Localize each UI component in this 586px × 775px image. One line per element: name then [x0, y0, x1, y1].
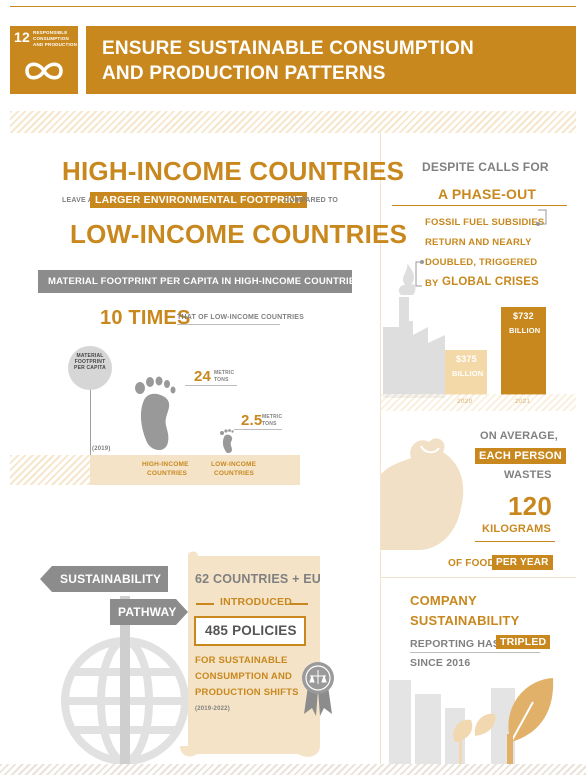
sign-sustainability: SUSTAINABILITY — [40, 566, 168, 592]
goal-number: 12 — [14, 29, 30, 45]
bracket-lines — [415, 209, 547, 287]
footprint-base — [90, 455, 300, 485]
axis-line — [90, 378, 91, 455]
low-leader-line — [234, 429, 282, 430]
sdg-logo: 12 RESPONSIBLE CONSUMPTION AND PRODUCTIO… — [10, 26, 78, 94]
for-line-2: CONSUMPTION AND — [195, 671, 293, 682]
high-unit-2: TONS — [214, 377, 229, 383]
infinity-icon — [25, 62, 63, 80]
subsidies-by: BY — [425, 278, 439, 289]
seal-badge-icon — [302, 662, 334, 716]
that-of-text: THAT OF LOW-INCOME COUNTRIES — [177, 314, 305, 321]
goal-name-2: CONSUMPTION — [33, 36, 69, 41]
sign-sustainability-text: SUSTAINABILITY — [60, 572, 162, 586]
sign-pathway: PATHWAY — [110, 599, 188, 625]
of-food: OF FOOD — [448, 558, 495, 569]
waste-unit: KILOGRAMS — [482, 523, 552, 535]
compared-to-text: COMPARED TO — [284, 197, 339, 204]
large-footprint-icon — [135, 376, 176, 451]
subsidies-line-5: DOUBLED, TRIGGERED — [425, 257, 538, 268]
company-line-3: REPORTING HAS — [410, 638, 501, 650]
subsidy-unit-2020: BILLION — [452, 369, 484, 378]
for-line-3: PRODUCTION SHIFTS — [195, 687, 299, 698]
leave-a-text: LEAVE A — [62, 197, 93, 204]
food-divider — [381, 577, 576, 578]
introduced-line-right — [290, 603, 308, 605]
company-line-1: COMPANY — [410, 593, 477, 608]
material-footprint-bar: MATERIAL FOOTPRINT PER CAPITA IN HIGH-IN… — [38, 270, 374, 293]
high-income-headline: HIGH-INCOME COUNTRIES — [62, 156, 405, 186]
waste-amount: 120 — [508, 491, 552, 521]
high-leader-line — [185, 385, 237, 386]
title-line-1: ENSURE SUSTAINABLE CONSUMPTION — [102, 38, 474, 59]
subsidies-line-2: A PHASE-OUT — [438, 186, 537, 202]
wastes: WASTES — [504, 469, 552, 481]
sign-pathway-text: PATHWAY — [118, 605, 177, 619]
factory-icon — [383, 263, 445, 398]
axis-label-circle: MATERIAL FOOTPRINT PER CAPITA — [68, 346, 112, 390]
subsidies-global-crises: GLOBAL CRISES — [442, 276, 539, 288]
subsidy-amount-2020: $375 — [456, 354, 477, 364]
low-unit-1: METRIC — [262, 414, 283, 420]
subsidy-bar-2021 — [501, 307, 546, 395]
globe-icon — [61, 596, 189, 766]
food-bag-icon — [381, 438, 464, 550]
goal-name-1: RESPONSIBLE — [33, 30, 68, 35]
axis-label: MATERIAL FOOTPRINT PER CAPITA — [74, 353, 106, 371]
header-hatch — [10, 111, 576, 133]
tripled-badge: TRIPLED — [496, 635, 551, 649]
year-label: (2019) — [92, 446, 111, 452]
subsidy-bar-2020 — [445, 350, 487, 395]
for-line-1: FOR SUSTAINABLE — [195, 655, 288, 666]
subsidy-unit-2021: BILLION — [509, 326, 541, 335]
scroll-icon — [180, 551, 320, 757]
small-footprint-icon — [220, 429, 234, 453]
low-income-label-1: LOW-INCOME — [211, 461, 257, 468]
countries-text: 62 COUNTRIES + EU — [195, 572, 322, 586]
period-text: (2019-2022) — [195, 706, 230, 712]
subsidy-chart: $375 BILLION $732 BILLION — [440, 295, 560, 395]
subsidies-line-4: RETURN AND NEARLY — [425, 237, 532, 248]
company-line-2: SUSTAINABILITY — [410, 613, 520, 628]
high-income-label-1: HIGH-INCOME — [142, 461, 189, 468]
high-unit-1: METRIC — [214, 370, 235, 376]
high-value: 24 — [194, 368, 212, 385]
material-footprint-text: MATERIAL FOOTPRINT PER CAPITA IN HIGH-IN… — [48, 276, 375, 287]
policies-count: 485 POLICIES — [205, 623, 297, 638]
company-line-4: SINCE 2016 — [410, 657, 471, 669]
introduced-text: INTRODUCED — [220, 596, 292, 608]
policies-box: 485 POLICIES — [194, 616, 306, 646]
bottom-hatch — [0, 764, 586, 775]
title-line-2: AND PRODUCTION PATTERNS — [102, 63, 386, 84]
company-underline — [410, 652, 540, 653]
subsidies-hatch — [381, 394, 576, 411]
phase-out-underline — [392, 205, 567, 206]
high-income-label-2: COUNTRIES — [147, 470, 188, 477]
title-banner: ENSURE SUSTAINABLE CONSUMPTION AND PRODU… — [86, 26, 576, 94]
ten-times: 10 TIMES — [100, 307, 191, 329]
low-value: 2.5 — [241, 412, 263, 429]
tree-icon — [453, 678, 554, 768]
low-unit-2: TONS — [262, 421, 277, 427]
subsidy-amount-2021: $732 — [513, 311, 534, 321]
low-income-label-2: COUNTRIES — [214, 470, 255, 477]
waste-underline — [475, 541, 555, 542]
subsidies-line-3: FOSSIL FUEL SUBSIDIES — [425, 217, 545, 228]
each-person-badge: EACH PERSON — [475, 448, 566, 464]
larger-footprint-badge: LARGER ENVIRONMENTAL FOOTPRINT — [90, 192, 308, 208]
low-income-headline: LOW-INCOME COUNTRIES — [70, 219, 408, 249]
on-average: ON AVERAGE, — [480, 430, 558, 442]
subsidies-line-1: DESPITE CALLS FOR — [422, 160, 549, 174]
introduced-line-left — [196, 603, 214, 605]
column-divider — [380, 133, 381, 768]
per-year-badge: PER YEAR — [492, 555, 553, 570]
that-of-underline — [177, 324, 280, 325]
goal-name-3: AND PRODUCTION — [33, 42, 78, 47]
top-rule — [10, 6, 576, 7]
